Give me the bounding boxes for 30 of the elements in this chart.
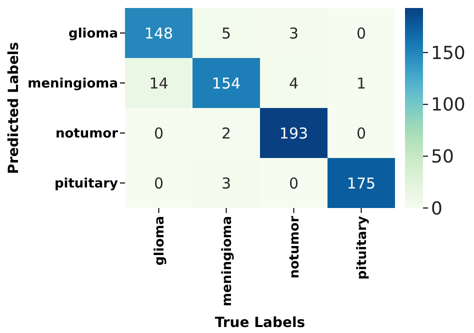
color-bar-label: 100 <box>431 94 466 116</box>
x-axis-title: True Labels <box>214 315 306 331</box>
y-tick-label: glioma <box>68 26 118 42</box>
x-tick-label: meningioma <box>220 216 235 306</box>
data-label: 3 <box>221 174 232 192</box>
x-tick-label: notumor <box>287 215 302 279</box>
y-tick-label: notumor <box>55 126 119 142</box>
data-label: 14 <box>149 74 168 92</box>
x-tick-label: pituitary <box>354 215 370 280</box>
data-label: 5 <box>221 24 232 42</box>
y-tick-label: meningioma <box>28 76 118 92</box>
data-label: 0 <box>154 124 164 142</box>
x-tick-label: glioma <box>152 216 168 266</box>
color-bar-label: 50 <box>431 146 454 168</box>
data-label: 148 <box>144 24 174 42</box>
data-label: 0 <box>154 174 164 192</box>
data-label: 0 <box>356 124 366 142</box>
color-bar-label: 150 <box>431 42 466 64</box>
data-label: 1 <box>356 74 366 92</box>
data-label: 154 <box>212 74 241 92</box>
data-label: 4 <box>288 74 299 92</box>
y-tick-label: pituitary <box>54 176 119 192</box>
data-label: 193 <box>279 124 308 142</box>
data-label: 0 <box>356 24 366 42</box>
data-label: 3 <box>288 24 299 42</box>
data-label: 2 <box>221 124 232 142</box>
data-label: 0 <box>288 174 299 192</box>
color-bar-label: 0 <box>431 198 442 220</box>
data-label: 175 <box>346 174 376 192</box>
y-axis-title: Predicted Labels <box>6 42 22 174</box>
